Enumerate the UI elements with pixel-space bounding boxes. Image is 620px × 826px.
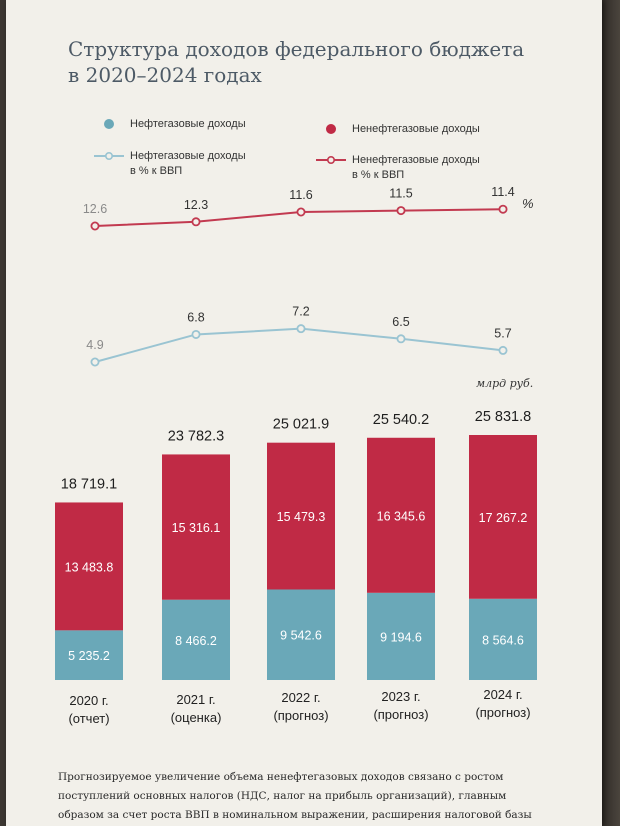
bar-label-non-oil-gas-3: 15 479.3	[277, 510, 326, 524]
year-label-5: 2024 г. (прогноз)	[448, 686, 558, 722]
percent-unit-label: %	[522, 196, 534, 211]
point-non-oil-gas-pct-5	[498, 204, 508, 214]
footer-line-2: поступлений основных налогов (НДС, налог…	[58, 790, 507, 802]
point-oil-gas-pct-5	[498, 345, 508, 355]
legend-oil-gas-label: Нефтегазовые доходы	[130, 118, 246, 130]
point-non-oil-gas-pct-3	[296, 207, 306, 217]
year-label-2: 2021 г. (оценка)	[141, 691, 251, 727]
title-line-2: в 2020–2024 годах	[68, 63, 262, 87]
bar-non-oil-gas-3	[267, 442, 335, 590]
bln-rub-unit-label: млрд руб.	[476, 377, 534, 390]
label-oil-gas-pct-1: 4.9	[86, 338, 103, 352]
footer-line-3: образом за счет роста ВВП в номинальном …	[58, 809, 532, 821]
chart-title: Структура доходов федерального бюджета в…	[68, 36, 568, 88]
bar-label-non-oil-gas-5: 17 267.2	[479, 511, 528, 525]
footer-text: Прогнозируемое увеличение объема ненефте…	[58, 768, 558, 825]
label-non-oil-gas-pct-4: 11.5	[389, 187, 412, 201]
year-label-5-year: 2024 г.	[483, 687, 523, 702]
bar-non-oil-gas-2	[162, 454, 230, 600]
label-non-oil-gas-pct-2: 12.3	[184, 198, 208, 212]
bar-label-oil-gas-1: 5 235.2	[68, 649, 110, 663]
label-oil-gas-pct-5: 5.7	[494, 326, 511, 340]
point-oil-gas-pct-1	[90, 357, 100, 367]
bar-total-4: 25 540.2	[373, 412, 429, 428]
label-oil-gas-pct-2: 6.8	[187, 310, 204, 324]
legend-non-oil-gas-swatch	[326, 124, 336, 134]
label-non-oil-gas-pct-3: 11.6	[289, 188, 312, 202]
bar-total-3: 25 021.9	[273, 417, 329, 433]
year-label-5-status: (прогноз)	[475, 705, 531, 720]
label-non-oil-gas-pct-5: 11.4	[491, 185, 514, 199]
bar-label-non-oil-gas-2: 15 316.1	[172, 521, 221, 535]
legend-oil-gas-swatch	[104, 119, 114, 129]
bar-label-non-oil-gas-1: 13 483.8	[65, 560, 114, 574]
year-label-4-year: 2023 г.	[381, 688, 421, 704]
label-oil-gas-pct-3: 7.2	[292, 305, 309, 319]
point-oil-gas-pct-3	[296, 324, 306, 334]
bar-oil-gas-1	[55, 630, 123, 680]
year-label-1: 2020 г. (отчет)	[34, 692, 144, 728]
year-label-1-year: 2020 г.	[69, 693, 109, 708]
bar-non-oil-gas-5	[469, 435, 537, 599]
legend-oil-gas-pct-line2: в % к ВВП	[130, 165, 183, 177]
point-oil-gas-pct-2	[191, 329, 201, 339]
legend-non-oil-gas-pct-line1: Ненефтегазовые доходы	[352, 154, 480, 166]
bar-non-oil-gas-4	[367, 437, 435, 593]
bar-oil-gas-4	[367, 592, 435, 680]
bar-oil-gas-5	[469, 598, 537, 680]
bar-total-2: 23 782.3	[168, 428, 224, 444]
legend-non-oil-gas-pct-line2: в % к ВВП	[352, 169, 405, 181]
year-label-2-year: 2021 г.	[176, 691, 216, 707]
legend-non-oil-gas-label: Ненефтегазовые доходы	[352, 123, 480, 135]
legend-oil-gas-pct-marker	[94, 152, 124, 160]
year-label-4-status: (прогноз)	[373, 706, 429, 722]
point-non-oil-gas-pct-4	[396, 206, 406, 216]
legend-non-oil-gas-pct-label: Ненефтегазовые доходы в % к ВВП	[352, 153, 480, 183]
legend-oil-gas-pct-label: Нефтегазовые доходы в % к ВВП	[130, 149, 246, 179]
label-non-oil-gas-pct-1: 12.6	[83, 202, 107, 216]
point-oil-gas-pct-4	[396, 334, 406, 344]
bar-label-oil-gas-4: 9 194.6	[380, 630, 422, 644]
bar-label-oil-gas-2: 8 466.2	[175, 634, 217, 648]
title-line-1: Структура доходов федерального бюджета	[68, 37, 525, 61]
label-oil-gas-pct-4: 6.5	[392, 315, 409, 329]
line-oil-gas-pct	[94, 327, 504, 363]
bar-label-non-oil-gas-4: 16 345.6	[377, 509, 426, 523]
year-label-3: 2022 г. (прогноз)	[246, 689, 356, 725]
point-non-oil-gas-pct-2	[191, 217, 201, 227]
book-page	[6, 0, 602, 826]
year-label-4: 2023 г. (прогноз)	[346, 688, 456, 724]
footer-line-1: Прогнозируемое увеличение объема ненефте…	[58, 771, 504, 783]
year-label-2-status: (оценка)	[170, 709, 222, 725]
bar-non-oil-gas-1	[55, 502, 123, 631]
bar-total-1: 18 719.1	[61, 476, 117, 492]
year-label-1-status: (отчет)	[68, 711, 110, 726]
legend-non-oil-gas-pct-marker	[316, 156, 346, 164]
bar-total-5: 25 831.8	[475, 409, 531, 425]
year-label-3-year: 2022 г.	[281, 690, 321, 705]
bar-oil-gas-2	[162, 599, 230, 680]
point-non-oil-gas-pct-1	[90, 221, 100, 231]
legend-oil-gas-pct-line1: Нефтегазовые доходы	[130, 150, 246, 162]
bar-label-oil-gas-3: 9 542.6	[280, 629, 322, 643]
bar-label-oil-gas-5: 8 564.6	[482, 633, 524, 647]
bar-oil-gas-3	[267, 589, 335, 680]
year-label-3-status: (прогноз)	[273, 708, 329, 723]
